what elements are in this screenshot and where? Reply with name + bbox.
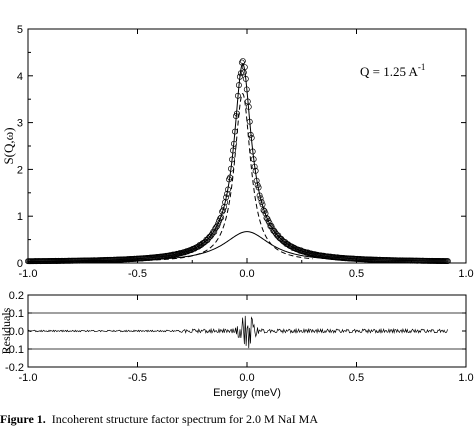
data-point [243, 86, 250, 93]
data-point [211, 228, 218, 235]
data-point [247, 131, 254, 138]
data-point [249, 148, 256, 155]
x-tick-label: 0.5 [349, 372, 364, 384]
data-point [260, 207, 267, 214]
data-point [195, 243, 202, 250]
data-point [252, 167, 259, 174]
data-point [255, 184, 262, 191]
y-tick-label: 1 [17, 211, 23, 223]
data-point [208, 232, 215, 239]
data-point [230, 147, 236, 154]
data-point [239, 58, 246, 64]
spectrum-panel: -1.0 -0.5 0.0 0.5 1.0 0 1 2 3 4 5 S(Q,ω) Q = 1.25 … [1, 24, 474, 280]
y-tick-label: -0.1 [5, 344, 24, 356]
figure-caption: Figure 1. Incoherent structure factor sp… [0, 412, 474, 431]
data-point [253, 177, 260, 184]
data-point [200, 240, 207, 246]
data-point [220, 207, 227, 214]
data-point [245, 103, 252, 110]
data-point [268, 223, 275, 229]
data-point [228, 165, 234, 172]
residuals-trace [27, 315, 448, 349]
data-point [237, 70, 244, 77]
caption-text: Incoherent structure factor spectrum for… [51, 412, 319, 426]
data-point [266, 220, 273, 226]
x-tick-label: -1.0 [19, 372, 38, 384]
x-tick-label: 0.0 [239, 268, 254, 280]
residuals-y-label: Residuals [0, 307, 13, 354]
y-tick-label: 3 [17, 118, 23, 130]
residuals-panel: -1.0 -0.5 0.0 0.5 1.0 0.2 0.1 0.0 -0.1 -0.2 Resid… [0, 290, 474, 399]
data-point [215, 220, 222, 227]
caption-label: Figure 1. [0, 412, 46, 426]
data-point [279, 237, 286, 244]
residuals-curves [27, 312, 466, 350]
data-point [256, 192, 263, 199]
y-tick-label: 0.2 [9, 290, 24, 302]
x-axis-label: Energy (meV) [213, 387, 281, 399]
data-point [224, 190, 231, 197]
data-point [242, 75, 249, 82]
data-point [444, 258, 451, 265]
residuals-ticks: -1.0 -0.5 0.0 0.5 1.0 0.2 0.1 0.0 -0.1 -0.2 [5, 290, 474, 384]
data-point [262, 210, 269, 217]
y-tick-label: 0 [17, 258, 23, 270]
spectrum-data-points [25, 58, 451, 265]
data-point [232, 113, 239, 120]
data-point [231, 140, 237, 147]
data-point [223, 194, 230, 201]
data-point [291, 244, 298, 251]
data-point [218, 214, 225, 221]
data-point [229, 156, 235, 163]
data-point [246, 118, 253, 125]
data-point [251, 163, 258, 170]
data-point [213, 224, 220, 231]
x-tick-label: 0.0 [239, 372, 254, 384]
data-point [258, 198, 265, 205]
data-point [217, 215, 224, 222]
data-point [248, 134, 255, 141]
y-tick-label: 0.1 [9, 308, 24, 320]
data-point [204, 237, 211, 244]
data-point [234, 92, 241, 99]
data-point [205, 235, 212, 242]
q-annotation: Q = 1.25 A-1 [360, 62, 425, 79]
y-tick-label: 2 [17, 164, 23, 176]
data-point [257, 195, 264, 202]
x-tick-label: 0.5 [349, 268, 364, 280]
narrow-component-curve [28, 92, 313, 263]
data-point [273, 231, 280, 238]
data-point [240, 69, 247, 76]
y-tick-label: 4 [17, 71, 23, 83]
data-point [263, 215, 270, 221]
data-point [236, 73, 243, 80]
y-tick-label: -0.2 [5, 362, 24, 374]
y-tick-label: 0.0 [9, 326, 24, 338]
data-point [250, 156, 257, 163]
data-point [259, 201, 266, 208]
x-tick-label: -0.5 [128, 268, 147, 280]
data-point [231, 128, 238, 135]
data-point [235, 82, 242, 89]
data-point [238, 59, 245, 66]
x-tick-label: -1.0 [19, 268, 38, 280]
y-axis-label: S(Q,ω) [1, 127, 16, 164]
data-point [225, 186, 232, 193]
data-point [227, 174, 233, 181]
data-point [241, 64, 248, 71]
x-tick-label: -0.5 [128, 372, 147, 384]
x-tick-label: 1.0 [458, 372, 473, 384]
y-tick-label: 5 [17, 24, 23, 36]
spectrum-curves [27, 63, 449, 264]
data-point [233, 110, 240, 117]
x-tick-label: 1.0 [458, 268, 473, 280]
